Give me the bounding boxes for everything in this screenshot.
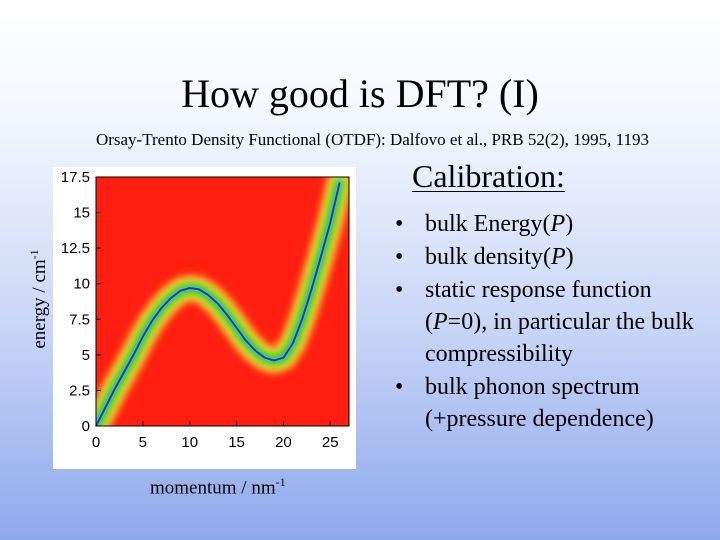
y-tick-label: 5 — [82, 347, 90, 364]
calibration-heading: Calibration: — [412, 158, 565, 194]
y-tick-label: 15 — [73, 205, 90, 222]
list-item-text: ) — [565, 211, 574, 237]
bullet-icon: • — [395, 244, 404, 270]
x-tick-label: 15 — [228, 434, 245, 451]
plot-frame — [95, 176, 350, 427]
dispersion-chart: 0 2.5 5 7.5 10 12.5 15 17.5 0 5 10 15 20 25 — [53, 167, 356, 469]
bullet-icon: • — [395, 211, 404, 237]
dispersion-curve-line — [95, 182, 341, 427]
list-item-variable: P — [433, 309, 448, 335]
y-tick-label: 2.5 — [69, 382, 90, 399]
list-item-variable: P — [551, 244, 566, 270]
list-item: • static response function (P=0), in part… — [393, 274, 713, 370]
x-tick-label: 0 — [92, 434, 100, 451]
x-tick-label: 5 — [139, 434, 147, 451]
y-axis-label: energy / cm-1 — [27, 249, 51, 348]
x-axis-label-exponent: -1 — [275, 475, 286, 489]
slide-subtitle: Orsay-Trento Density Functional (OTDF): … — [95, 130, 650, 149]
y-tick-label: 12.5 — [61, 240, 90, 257]
x-axis-label-text: momentum / nm — [150, 477, 276, 499]
bullet-icon: • — [395, 374, 404, 400]
y-tick-label: 0 — [82, 418, 90, 435]
list-item-text: static response function ( — [425, 277, 652, 335]
list-item-text: ) — [565, 244, 574, 270]
list-item: • bulk phonon spectrum (+pressure depende… — [393, 371, 713, 435]
y-axis-label-exponent: -1 — [26, 249, 41, 260]
y-tick-label: 10 — [73, 276, 90, 293]
x-tick-label: 25 — [322, 434, 339, 451]
list-item-text: =0), in particular the bulk compressibil… — [425, 309, 694, 367]
x-tick-label: 20 — [275, 434, 292, 451]
slide-title: How good is DFT? (I) — [181, 71, 539, 116]
list-item: • bulk Energy(P) — [393, 208, 713, 240]
x-tick-label: 10 — [181, 434, 198, 451]
list-item-text: bulk density( — [425, 244, 551, 270]
list-item: • bulk density(P) — [393, 241, 713, 273]
calibration-list: • bulk Energy(P) • bulk density(P) • static r… — [393, 208, 713, 436]
y-tick-label: 7.5 — [69, 311, 90, 328]
list-item-text: bulk phonon spectrum (+pressure dependen… — [425, 374, 654, 432]
y-axis-label-text: energy / cm — [29, 259, 51, 349]
list-item-variable: P — [550, 211, 566, 237]
list-item-text: bulk Energy( — [425, 211, 551, 237]
x-axis-label: momentum / nm-1 — [150, 475, 286, 499]
bullet-icon: • — [395, 277, 404, 303]
y-tick-label: 17.5 — [61, 169, 90, 186]
